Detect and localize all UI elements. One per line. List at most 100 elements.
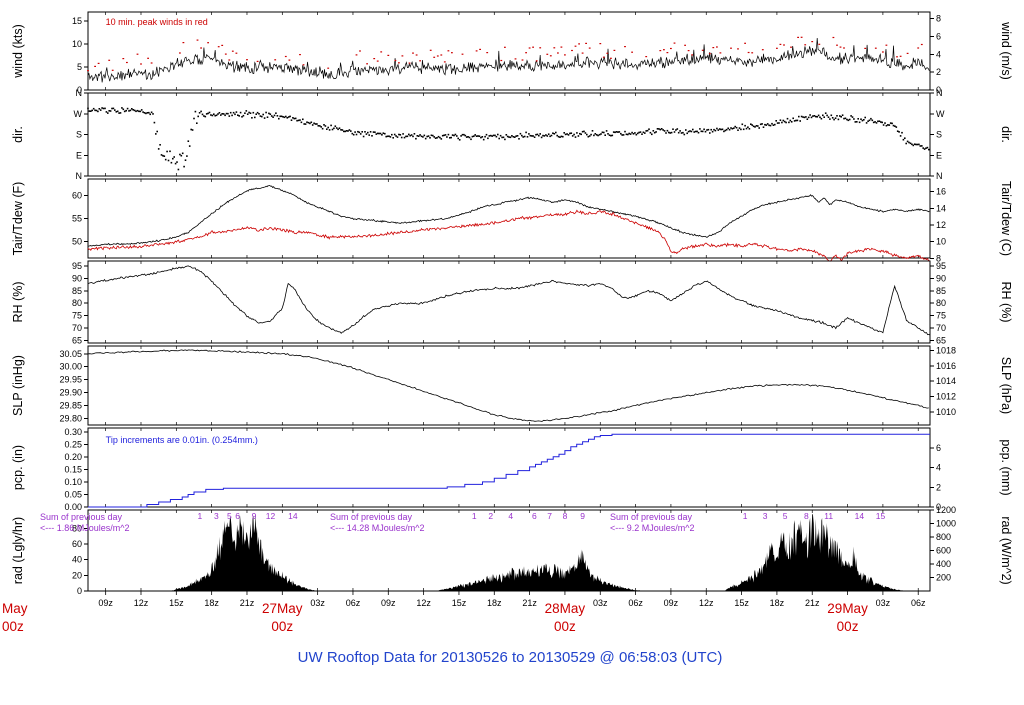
wind-direction-dot: [614, 131, 616, 134]
y-axis-label-left: rad (Lgly/hr): [11, 517, 25, 584]
wind-direction-dot: [559, 136, 561, 138]
cumulative-mjoules-count-label: 2: [488, 511, 493, 521]
wind-direction-dot: [357, 130, 359, 133]
wind-direction-dot: [783, 120, 786, 123]
wind-direction-dot: [190, 128, 192, 131]
y-tick-label-right: 70: [936, 323, 946, 333]
wind-direction-dot: [737, 129, 739, 131]
wind-direction-dot: [345, 130, 348, 132]
wind-direction-dot: [282, 116, 284, 118]
wind-direction-dot: [792, 117, 794, 120]
x-tick-label: 03z: [876, 598, 891, 608]
wind-direction-dot: [724, 129, 727, 132]
wind-direction-dot: [872, 121, 875, 124]
x-date-label: 28May: [545, 601, 586, 616]
wind-direction-dot: [898, 131, 900, 133]
wind-direction-dot: [136, 109, 139, 112]
wind-direction-dot: [539, 133, 541, 135]
wind-direction-dot: [644, 132, 646, 134]
wind-annotation-note: 10 min. peak winds in red: [106, 17, 208, 27]
wind-direction-dot: [504, 138, 506, 141]
wind-direction-dot: [727, 127, 729, 130]
wind-direction-dot: [149, 113, 151, 116]
y-tick-label-left: 60: [72, 539, 82, 549]
y-tick-label-right: 65: [936, 336, 946, 346]
wind-direction-dot: [311, 124, 314, 126]
wind-direction-dot: [545, 134, 547, 136]
peak-wind-mark: [256, 60, 259, 62]
wind-direction-dot: [785, 121, 787, 124]
wind-direction-dot: [817, 114, 820, 117]
wind-direction-dot: [303, 123, 305, 125]
wind-direction-dot: [350, 130, 352, 132]
wind-direction-dot: [244, 112, 246, 114]
wind-direction-dot: [461, 133, 464, 136]
wind-direction-dot: [795, 119, 797, 122]
wind-direction-dot: [884, 122, 886, 124]
peak-wind-mark: [673, 42, 676, 44]
x-tick-label: 09z: [381, 598, 396, 608]
peak-wind-mark: [737, 48, 739, 50]
wind-direction-dot: [276, 115, 279, 117]
peak-wind-mark: [373, 58, 376, 60]
y-tick-label-left: 85: [72, 286, 82, 296]
wind-direction-dot: [446, 136, 448, 138]
y-axis-label-right: wind (m/s): [999, 21, 1013, 80]
wind-direction-dot: [251, 117, 253, 119]
wind-direction-dot: [607, 133, 609, 135]
wind-direction-dot: [580, 133, 582, 136]
wind-direction-dot: [183, 165, 185, 168]
peak-wind-mark: [299, 54, 301, 56]
wind-direction-dot: [861, 119, 864, 122]
wind-direction-dot: [699, 128, 701, 130]
wind-direction-dot: [279, 115, 281, 118]
wind-direction-dot: [636, 132, 639, 135]
peak-wind-mark: [670, 47, 672, 50]
wind-direction-dot: [629, 133, 632, 135]
wind-direction-dot: [258, 113, 260, 115]
wind-direction-dot: [294, 117, 297, 120]
wind-direction-dot: [759, 123, 762, 126]
y-tick-label-right: 85: [936, 286, 946, 296]
wind-direction-dot: [255, 113, 257, 115]
wind-direction-dot: [105, 111, 108, 113]
peak-wind-mark: [433, 56, 436, 58]
wind-direction-dot: [543, 135, 546, 137]
y-tick-label-right: 2: [936, 482, 941, 492]
x-tick-label: 21z: [805, 598, 820, 608]
wind-direction-dot: [747, 126, 749, 128]
wind-direction-dot: [716, 127, 718, 130]
wind-direction-dot: [304, 123, 307, 125]
wind-direction-dot: [697, 131, 700, 134]
peak-wind-mark: [602, 56, 605, 58]
wind-direction-dot: [437, 135, 440, 138]
wind-direction-dot: [481, 136, 484, 138]
y-tick-label-left: 50: [72, 237, 82, 247]
sum-previous-day-note: Sum of previous day: [40, 512, 123, 522]
wind-direction-dot: [796, 119, 799, 122]
peak-wind-mark: [122, 58, 125, 60]
wind-direction-dot: [612, 131, 615, 133]
wind-direction-dot: [197, 115, 199, 118]
wind-direction-dot: [159, 144, 161, 146]
peak-wind-mark: [574, 45, 577, 47]
wind-direction-dot: [99, 109, 102, 111]
wind-direction-dot: [761, 123, 763, 125]
wind-direction-dot: [205, 113, 208, 115]
wind-direction-dot: [439, 136, 441, 139]
wind-direction-dot: [926, 146, 929, 149]
wind-direction-dot: [525, 131, 527, 134]
wind-direction-dot: [150, 111, 153, 114]
wind-direction-dot: [207, 112, 209, 115]
panel-slp: 29.80 29.85 29.90 29.95 30.00 30.05 1010 1012 10…: [11, 345, 1013, 426]
cumulative-mjoules-count-label: 9: [580, 511, 585, 521]
wind-direction-dot: [269, 113, 272, 115]
wind-direction-dot: [403, 136, 406, 139]
peak-wind-mark: [535, 60, 538, 62]
wind-direction-dot: [696, 130, 698, 133]
wind-direction-dot: [660, 128, 663, 130]
wind-direction-dot: [738, 127, 741, 129]
peak-wind-mark: [150, 62, 153, 64]
wind-direction-dot: [146, 112, 149, 114]
